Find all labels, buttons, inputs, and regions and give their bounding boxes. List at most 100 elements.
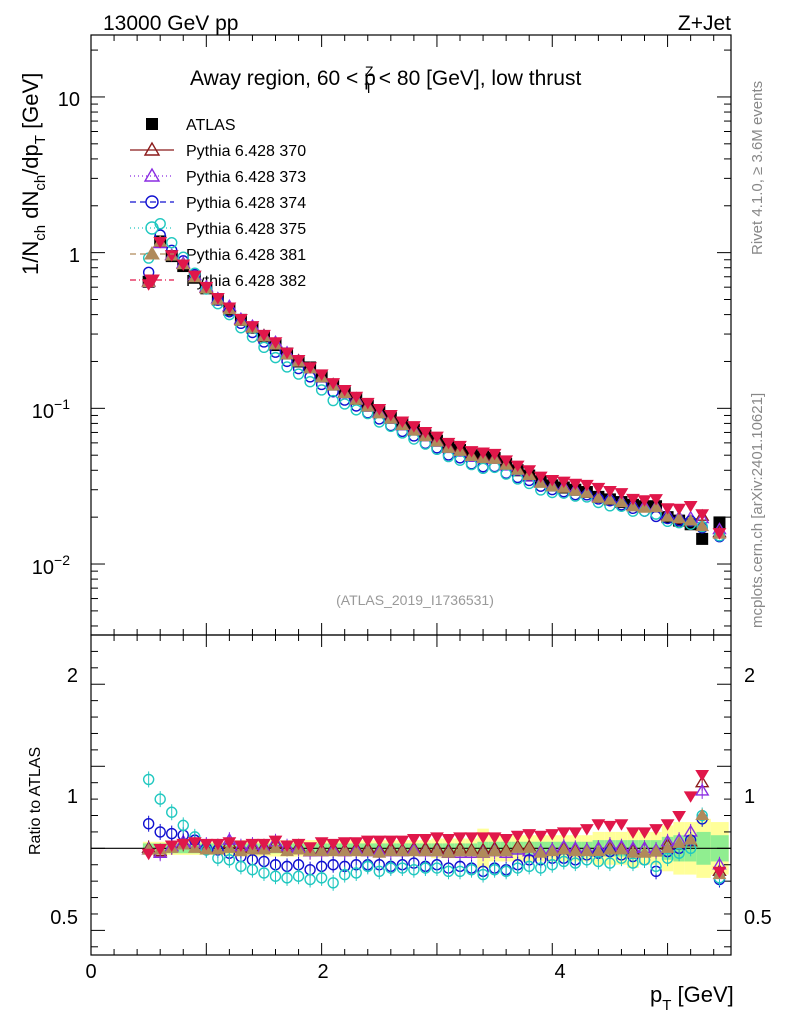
- mc-point-ratio: [454, 865, 466, 878]
- mc-point-ratio: [487, 844, 502, 857]
- x-axis-label: pT [GeV]: [650, 982, 734, 1014]
- mc-point-ratio: [500, 865, 512, 878]
- mc-point-ratio: [476, 832, 490, 844]
- mc-point-main: [672, 511, 686, 524]
- mc-point-main: [268, 337, 283, 349]
- mc-point-main: [637, 495, 652, 507]
- mc-point-main: [234, 314, 248, 326]
- mc-point-ratio: [385, 862, 397, 874]
- mc-point-ratio: [627, 857, 639, 869]
- analysis-id: (ATLAS_2019_I1736531): [336, 592, 494, 608]
- mc-point-ratio: [522, 829, 537, 841]
- mc-point-main: [395, 416, 410, 428]
- mc-point-main: [476, 447, 490, 459]
- mc-point-ratio: [257, 838, 271, 851]
- mc-point-main: [187, 270, 202, 283]
- mc-point-ratio: [395, 835, 410, 848]
- mc-point-main: [314, 369, 329, 381]
- mc-point-ratio: [533, 846, 548, 858]
- mc-point-main: [280, 347, 294, 360]
- mc-point-ratio: [142, 818, 155, 830]
- legend-marker: [144, 274, 160, 288]
- mc-point-ratio: [177, 819, 189, 832]
- y-tick-label: 10−1: [32, 396, 70, 423]
- mc-point-main: [683, 501, 698, 513]
- plot-title-sub: T: [364, 80, 373, 96]
- mc-point-main: [406, 421, 421, 433]
- mc-point-ratio: [453, 844, 467, 857]
- mc-point-ratio: [464, 844, 479, 857]
- mc-point-ratio: [522, 841, 537, 853]
- legend-label: Pythia 6.428 370: [186, 143, 306, 160]
- mc-point-main: [545, 475, 560, 487]
- mc-point-ratio: [614, 819, 629, 831]
- mc-point-ratio: [441, 846, 456, 858]
- mc-point-main: [304, 376, 316, 388]
- atlas-data-point: [696, 532, 709, 545]
- legend-marker: [143, 141, 161, 156]
- y-axis-label-a: 1/N: [18, 241, 43, 275]
- mc-point-ratio: [649, 824, 663, 836]
- y-tick-label-base: 10: [32, 557, 54, 579]
- mc-point-main: [626, 493, 640, 506]
- mc-point-ratio: [545, 829, 560, 841]
- mc-point-ratio: [222, 837, 237, 849]
- x-axis-label-b: T: [662, 997, 671, 1014]
- mc-point-main: [291, 354, 306, 367]
- mc-point-main: [712, 528, 727, 540]
- mc-point-ratio: [672, 811, 686, 823]
- mc-point-main: [499, 455, 514, 467]
- mc-point-ratio: [465, 863, 478, 876]
- y-axis-label-b: ch: [32, 225, 49, 241]
- mc-point-ratio: [546, 859, 558, 871]
- mc-point-main: [649, 500, 663, 513]
- mc-point-main: [556, 476, 571, 489]
- mc-point-ratio: [199, 838, 214, 851]
- mc-point-ratio: [510, 841, 525, 853]
- y-axis-label-e: /dp: [18, 144, 43, 175]
- mc-point-main: [164, 250, 179, 262]
- ratio-y-axis-label: Ratio to ATLAS: [27, 747, 44, 855]
- mc-point-ratio: [314, 837, 329, 849]
- y-tick-label-exp: −2: [54, 552, 70, 568]
- mc-point-ratio: [591, 819, 606, 831]
- mc-point-ratio: [626, 827, 640, 839]
- mc-point-main: [210, 293, 225, 305]
- mc-point-main: [464, 446, 479, 458]
- y-axis-label-d: ch: [32, 175, 49, 191]
- mc-point-main: [327, 394, 339, 407]
- mc-point-ratio: [281, 872, 293, 884]
- mc-point-main: [383, 409, 398, 422]
- mc-point-ratio: [314, 844, 329, 857]
- mc-point-main: [418, 426, 433, 439]
- mc-point-main: [579, 486, 594, 498]
- mc-point-ratio: [626, 846, 640, 858]
- y-tick-label: 10: [58, 89, 80, 111]
- mc-point-ratio: [350, 867, 362, 879]
- mc-point-main: [533, 471, 548, 484]
- mc-point-main: [603, 486, 617, 498]
- mc-point-main: [510, 460, 525, 473]
- y-tick-label: 1: [69, 245, 80, 267]
- mc-point-ratio: [488, 863, 501, 876]
- mc-point-main: [337, 385, 352, 397]
- mc-point-ratio: [418, 844, 433, 857]
- mc-point-ratio: [568, 827, 583, 839]
- mc-point-ratio: [327, 859, 339, 871]
- mc-point-ratio: [337, 844, 352, 857]
- y-axis-label-f: T: [32, 135, 49, 144]
- mc-point-ratio: [395, 844, 410, 857]
- mc-point-ratio: [406, 833, 421, 846]
- mc-point-main: [660, 510, 675, 522]
- mc-point-main: [649, 494, 663, 506]
- mc-point-main: [257, 329, 271, 342]
- mc-point-ratio: [164, 840, 179, 853]
- mc-point-ratio: [441, 833, 456, 846]
- legend-label: Pythia 6.428 381: [186, 247, 306, 264]
- mc-point-ratio: [280, 840, 294, 853]
- mc-point-ratio: [673, 847, 685, 859]
- legend: ATLAS Pythia 6.428 370 Pythia 6.428 373 …: [186, 117, 306, 290]
- mc-point-ratio: [326, 838, 341, 851]
- ratio-tick-label: 1: [67, 786, 78, 808]
- mc-point-main: [695, 509, 710, 521]
